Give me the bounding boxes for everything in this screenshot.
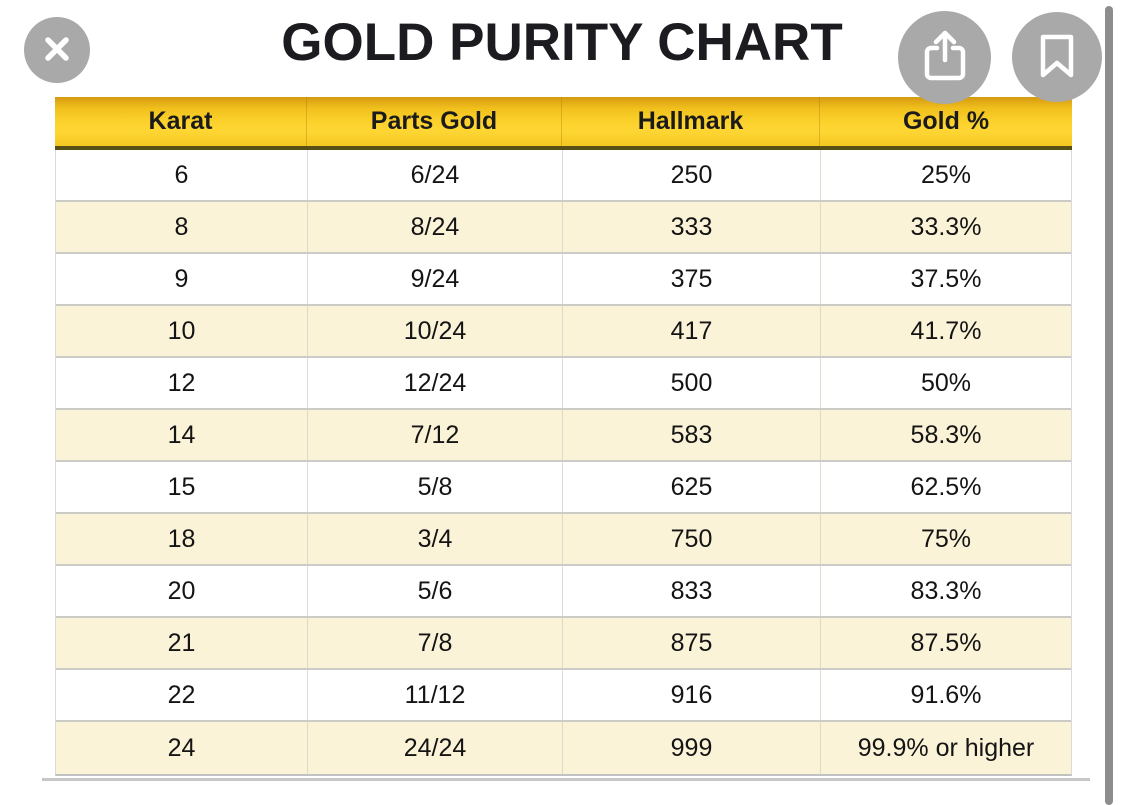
table-cell: 7/8 xyxy=(308,618,563,668)
table-cell: 37.5% xyxy=(910,264,982,293)
table-cell: 916 xyxy=(563,670,821,720)
table-cell: 11/12 xyxy=(308,670,563,720)
table-cell: 22 xyxy=(56,670,308,720)
bookmark-icon xyxy=(1035,31,1079,84)
column-header-parts-gold: Parts Gold xyxy=(307,97,562,146)
table-cell: 58.3% xyxy=(910,420,982,449)
column-header-hallmark: Hallmark xyxy=(562,97,820,146)
table-cell: 7/12 xyxy=(308,410,563,460)
table-cell: 25% xyxy=(920,160,972,189)
table-cell: 8/24 xyxy=(308,202,563,252)
gold-purity-table: Karat Parts Gold Hallmark Gold % 6 6/24 25… xyxy=(55,97,1072,776)
table-cell: 12 xyxy=(56,358,308,408)
table-row: 14 7/12 583 58.3% xyxy=(56,410,1071,462)
table-cell: 9 xyxy=(56,254,308,304)
table-row: 6 6/24 250 25% xyxy=(56,150,1071,202)
table-cell: 375 xyxy=(563,254,821,304)
table-cell: 417 xyxy=(563,306,821,356)
bottom-divider xyxy=(42,778,1090,781)
column-header-karat: Karat xyxy=(55,97,307,146)
page-title: GOLD PURITY CHART xyxy=(281,13,843,72)
table-row: 12 12/24 500 50% xyxy=(56,358,1071,410)
table-cell: 12/24 xyxy=(308,358,563,408)
table-row: 21 7/8 875 87.5% xyxy=(56,618,1071,670)
table-cell: 33.3% xyxy=(910,212,982,241)
table-cell: 9/24 xyxy=(308,254,563,304)
table-cell: 21 xyxy=(56,618,308,668)
table-cell: 3/4 xyxy=(308,514,563,564)
table-row: 20 5/6 833 83.3% xyxy=(56,566,1071,618)
table-cell: 6 xyxy=(56,150,308,200)
table-cell: 99.9% or higher xyxy=(857,733,1035,762)
bookmark-button[interactable] xyxy=(1012,12,1102,102)
table-cell: 250 xyxy=(563,150,821,200)
table-cell: 75% xyxy=(920,524,972,553)
share-icon xyxy=(921,29,969,86)
table-cell: 91.6% xyxy=(910,680,982,709)
close-icon xyxy=(41,33,73,68)
table-row: 18 3/4 750 75% xyxy=(56,514,1071,566)
table-cell: 8 xyxy=(56,202,308,252)
table-row: 10 10/24 417 41.7% xyxy=(56,306,1071,358)
table-cell: 833 xyxy=(563,566,821,616)
scrollbar[interactable] xyxy=(1105,6,1113,805)
table-cell: 15 xyxy=(56,462,308,512)
column-header-gold-pct: Gold % xyxy=(902,107,990,135)
table-header-row: Karat Parts Gold Hallmark Gold % xyxy=(55,97,1072,150)
table-cell: 62.5% xyxy=(910,472,982,501)
table-row: 22 11/12 916 91.6% xyxy=(56,670,1071,722)
table-row: 15 5/8 625 62.5% xyxy=(56,462,1071,514)
share-button[interactable] xyxy=(898,11,991,104)
table-row: 24 24/24 999 99.9% or higher xyxy=(56,722,1071,774)
table-cell: 500 xyxy=(563,358,821,408)
table-cell: 83.3% xyxy=(910,576,982,605)
table-cell: 20 xyxy=(56,566,308,616)
table-cell: 18 xyxy=(56,514,308,564)
table-cell: 10/24 xyxy=(308,306,563,356)
table-cell: 50% xyxy=(920,368,972,397)
table-row: 8 8/24 333 33.3% xyxy=(56,202,1071,254)
table-cell: 750 xyxy=(563,514,821,564)
table-cell: 87.5% xyxy=(910,628,982,657)
table-row: 9 9/24 375 37.5% xyxy=(56,254,1071,306)
table-cell: 10 xyxy=(56,306,308,356)
table-body: 6 6/24 250 25% 8 8/24 333 33.3% 9 9/24 375 37.5% 10 1… xyxy=(55,150,1072,776)
table-cell: 875 xyxy=(563,618,821,668)
table-cell: 333 xyxy=(563,202,821,252)
table-cell: 6/24 xyxy=(308,150,563,200)
table-cell: 583 xyxy=(563,410,821,460)
table-cell: 5/8 xyxy=(308,462,563,512)
close-button[interactable] xyxy=(24,17,90,83)
table-cell: 24 xyxy=(56,722,308,774)
table-cell: 999 xyxy=(563,722,821,774)
table-cell: 14 xyxy=(56,410,308,460)
table-cell: 5/6 xyxy=(308,566,563,616)
table-cell: 41.7% xyxy=(910,316,982,345)
table-cell: 24/24 xyxy=(308,722,563,774)
table-cell: 625 xyxy=(563,462,821,512)
